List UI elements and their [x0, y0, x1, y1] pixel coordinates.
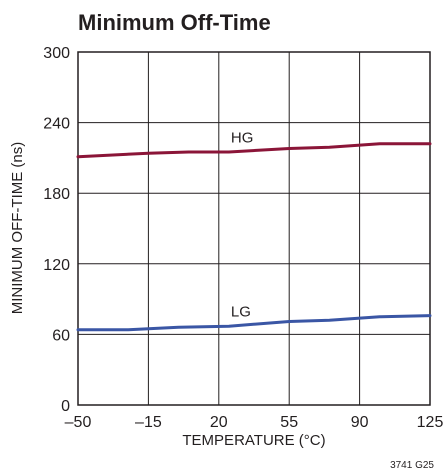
y-tick-labels: 0 60 120 180 240 300	[43, 45, 70, 415]
series-label-hg: HG	[231, 129, 254, 146]
series-line-hg	[76, 142, 432, 159]
x-tick-label: 20	[210, 414, 228, 431]
y-tick-label: 300	[43, 45, 70, 62]
x-tick-label: –15	[135, 414, 162, 431]
y-tick-label: 60	[52, 327, 70, 344]
figure-id: 3741 G25	[390, 460, 434, 471]
x-tick-label: 90	[351, 414, 369, 431]
x-tick-label: 55	[280, 414, 298, 431]
y-axis-label: MINIMUM OFF-TIME (ns)	[9, 142, 26, 314]
y-tick-label: 120	[43, 257, 70, 274]
x-tick-labels: –50 –15 20 55 90 125	[65, 414, 444, 431]
x-tick-label: 125	[417, 414, 444, 431]
plot-frame	[77, 51, 431, 406]
series-line-lg	[76, 314, 432, 332]
series-label-lg: LG	[231, 303, 251, 320]
y-tick-label: 240	[43, 116, 70, 133]
x-tick-label: –50	[65, 414, 92, 431]
grid	[78, 52, 430, 405]
series-group: HG LG	[76, 129, 432, 332]
y-tick-label: 180	[43, 186, 70, 203]
x-axis-label: TEMPERATURE (°C)	[182, 432, 325, 449]
y-tick-label: 0	[61, 398, 70, 415]
chart-title: Minimum Off-Time	[78, 10, 271, 35]
